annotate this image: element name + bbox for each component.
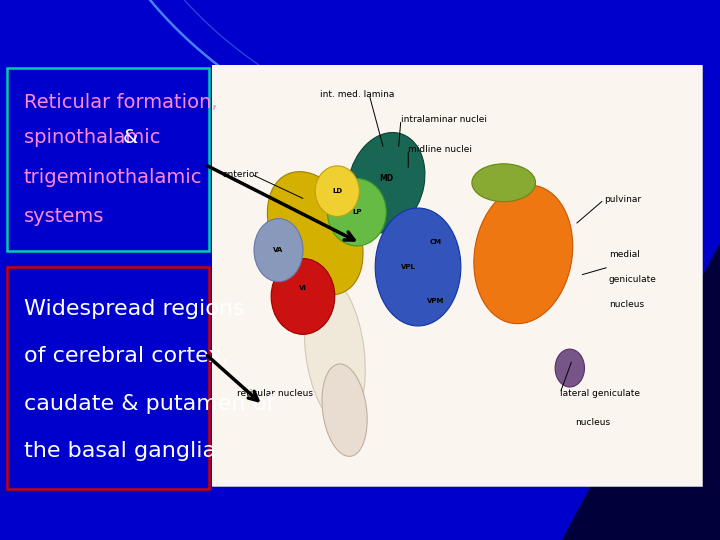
Text: trigeminothalamic: trigeminothalamic — [24, 167, 202, 187]
Ellipse shape — [267, 172, 363, 295]
FancyBboxPatch shape — [212, 65, 702, 486]
FancyBboxPatch shape — [212, 65, 702, 486]
FancyBboxPatch shape — [7, 68, 209, 251]
Text: systems: systems — [24, 207, 104, 226]
Text: lateral geniculate: lateral geniculate — [560, 389, 640, 398]
Text: midline nuclei: midline nuclei — [408, 145, 472, 153]
Ellipse shape — [375, 208, 461, 326]
Text: caudate & putamen of: caudate & putamen of — [24, 394, 274, 414]
Polygon shape — [562, 243, 720, 540]
Ellipse shape — [555, 349, 585, 387]
Text: geniculate: geniculate — [609, 275, 657, 284]
Text: reticular nucleus: reticular nucleus — [237, 389, 313, 398]
Ellipse shape — [322, 364, 367, 456]
Ellipse shape — [348, 132, 425, 233]
Text: spinothalamic: spinothalamic — [24, 129, 166, 147]
Text: the basal ganglia: the basal ganglia — [24, 441, 216, 462]
Ellipse shape — [472, 164, 536, 201]
Text: medial: medial — [609, 250, 640, 259]
Ellipse shape — [328, 179, 386, 246]
Text: nucleus: nucleus — [609, 300, 644, 309]
Text: of cerebral cortex,: of cerebral cortex, — [24, 346, 228, 367]
Text: Reticular formation,: Reticular formation, — [24, 93, 217, 112]
Text: int. med. lamina: int. med. lamina — [320, 90, 395, 99]
Ellipse shape — [474, 185, 572, 323]
Text: intralaminar nuclei: intralaminar nuclei — [401, 115, 487, 124]
Text: MD: MD — [379, 174, 393, 183]
Text: nucleus: nucleus — [575, 418, 610, 427]
Text: Widespread regions: Widespread regions — [24, 299, 244, 319]
Text: VI: VI — [299, 285, 307, 291]
Text: CM: CM — [429, 239, 441, 245]
Ellipse shape — [254, 219, 303, 282]
Ellipse shape — [315, 166, 359, 217]
Text: VPL: VPL — [401, 264, 415, 270]
Ellipse shape — [271, 259, 335, 334]
Text: VA: VA — [274, 247, 284, 253]
Text: VPM: VPM — [426, 298, 444, 303]
Text: LD: LD — [332, 188, 342, 194]
Text: LP: LP — [352, 209, 361, 215]
Ellipse shape — [305, 278, 365, 424]
Text: &: & — [123, 129, 138, 147]
Text: anterior: anterior — [222, 170, 258, 179]
FancyBboxPatch shape — [7, 267, 209, 489]
Text: pulvinar: pulvinar — [604, 195, 642, 204]
